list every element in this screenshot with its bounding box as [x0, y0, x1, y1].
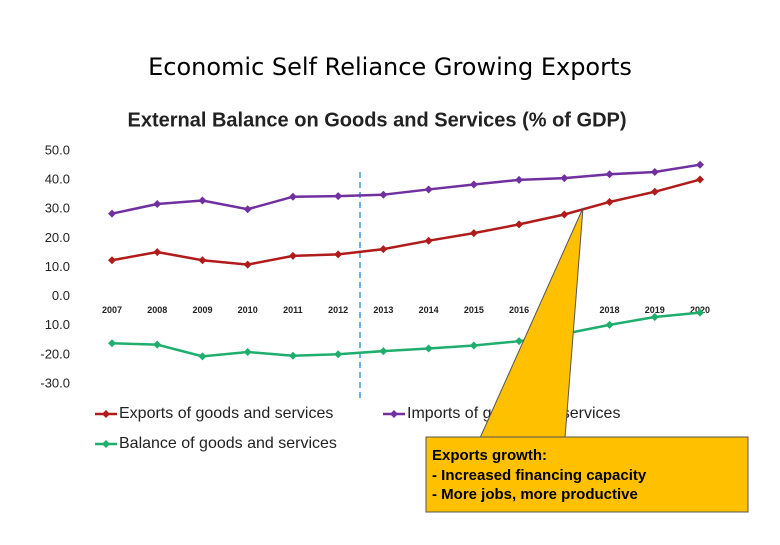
point	[696, 175, 704, 184]
point	[288, 351, 297, 360]
plot: 50.0 40.0 30.0 20.0 10.0 0.0 10.0 -20.0 -30.0 200…	[40, 142, 710, 452]
point	[469, 180, 478, 189]
point	[696, 160, 704, 169]
legend-marker	[102, 440, 110, 448]
point	[108, 209, 116, 218]
y-tick-label: 0.0	[52, 288, 70, 303]
callout-line: - Increased financing capacity	[432, 467, 647, 484]
y-tick-label: 10.0	[45, 317, 70, 332]
point	[198, 256, 207, 265]
point	[153, 248, 162, 257]
point	[288, 251, 297, 260]
point	[469, 229, 478, 238]
series-line	[111, 311, 701, 358]
y-tick-label: 10.0	[45, 259, 70, 274]
point	[198, 352, 207, 361]
legend-label: Exports of goods and services	[119, 405, 333, 422]
x-tick-label: 2008	[147, 305, 167, 315]
point	[560, 210, 569, 219]
point	[379, 245, 388, 254]
y-tick-label: -30.0	[40, 375, 70, 390]
x-tick-label: 2014	[419, 305, 439, 315]
point	[153, 340, 162, 349]
point	[198, 196, 207, 205]
point	[424, 236, 433, 245]
x-tick-label: 2007	[102, 305, 122, 315]
point	[515, 220, 524, 229]
point	[243, 205, 252, 214]
point	[379, 190, 388, 199]
legend-marker	[390, 410, 398, 418]
x-tick-label: 2019	[645, 305, 665, 315]
point	[243, 260, 252, 269]
x-tick-label: 2016	[509, 305, 529, 315]
point	[696, 308, 704, 317]
point	[379, 347, 388, 356]
y-tick-label: 50.0	[45, 142, 70, 157]
point	[515, 175, 524, 184]
callout-pointer	[479, 207, 584, 439]
y-tick-label: 30.0	[45, 201, 70, 216]
point	[605, 320, 614, 329]
point	[424, 185, 433, 194]
point	[243, 347, 252, 356]
series-line	[111, 178, 701, 266]
callout-title: Exports growth:	[432, 447, 547, 464]
point	[560, 174, 569, 183]
point	[334, 192, 343, 201]
point	[153, 200, 162, 209]
point	[515, 337, 524, 346]
x-tick-label: 2013	[373, 305, 393, 315]
x-tick-label: 2011	[283, 305, 303, 315]
callout-box	[425, 436, 749, 513]
x-tick-label: 2015	[464, 305, 484, 315]
point	[650, 187, 659, 196]
point	[108, 256, 116, 265]
point	[650, 313, 659, 322]
x-tick-label: 2012	[328, 305, 348, 315]
chart-title: External Balance on Goods and Services (…	[127, 109, 626, 131]
point	[424, 344, 433, 353]
point	[469, 341, 478, 350]
x-tick-label: 2018	[600, 305, 620, 315]
slide-title: Economic Self Reliance Growing Exports	[148, 53, 632, 81]
point	[605, 197, 614, 206]
series-line	[111, 163, 701, 215]
point	[288, 192, 297, 201]
point	[334, 250, 343, 259]
point	[650, 167, 659, 176]
y-tick-label: -20.0	[40, 346, 70, 361]
legend-marker	[102, 410, 110, 418]
y-tick-label: 40.0	[45, 172, 70, 187]
x-tick-label: 2009	[192, 305, 212, 315]
legend-label: Balance of goods and services	[119, 435, 337, 452]
point	[334, 350, 343, 359]
callout-line: - More jobs, more productive	[432, 486, 638, 503]
point	[108, 339, 116, 348]
x-tick-label: 2010	[238, 305, 258, 315]
y-tick-label: 20.0	[45, 230, 70, 245]
point	[605, 170, 614, 179]
